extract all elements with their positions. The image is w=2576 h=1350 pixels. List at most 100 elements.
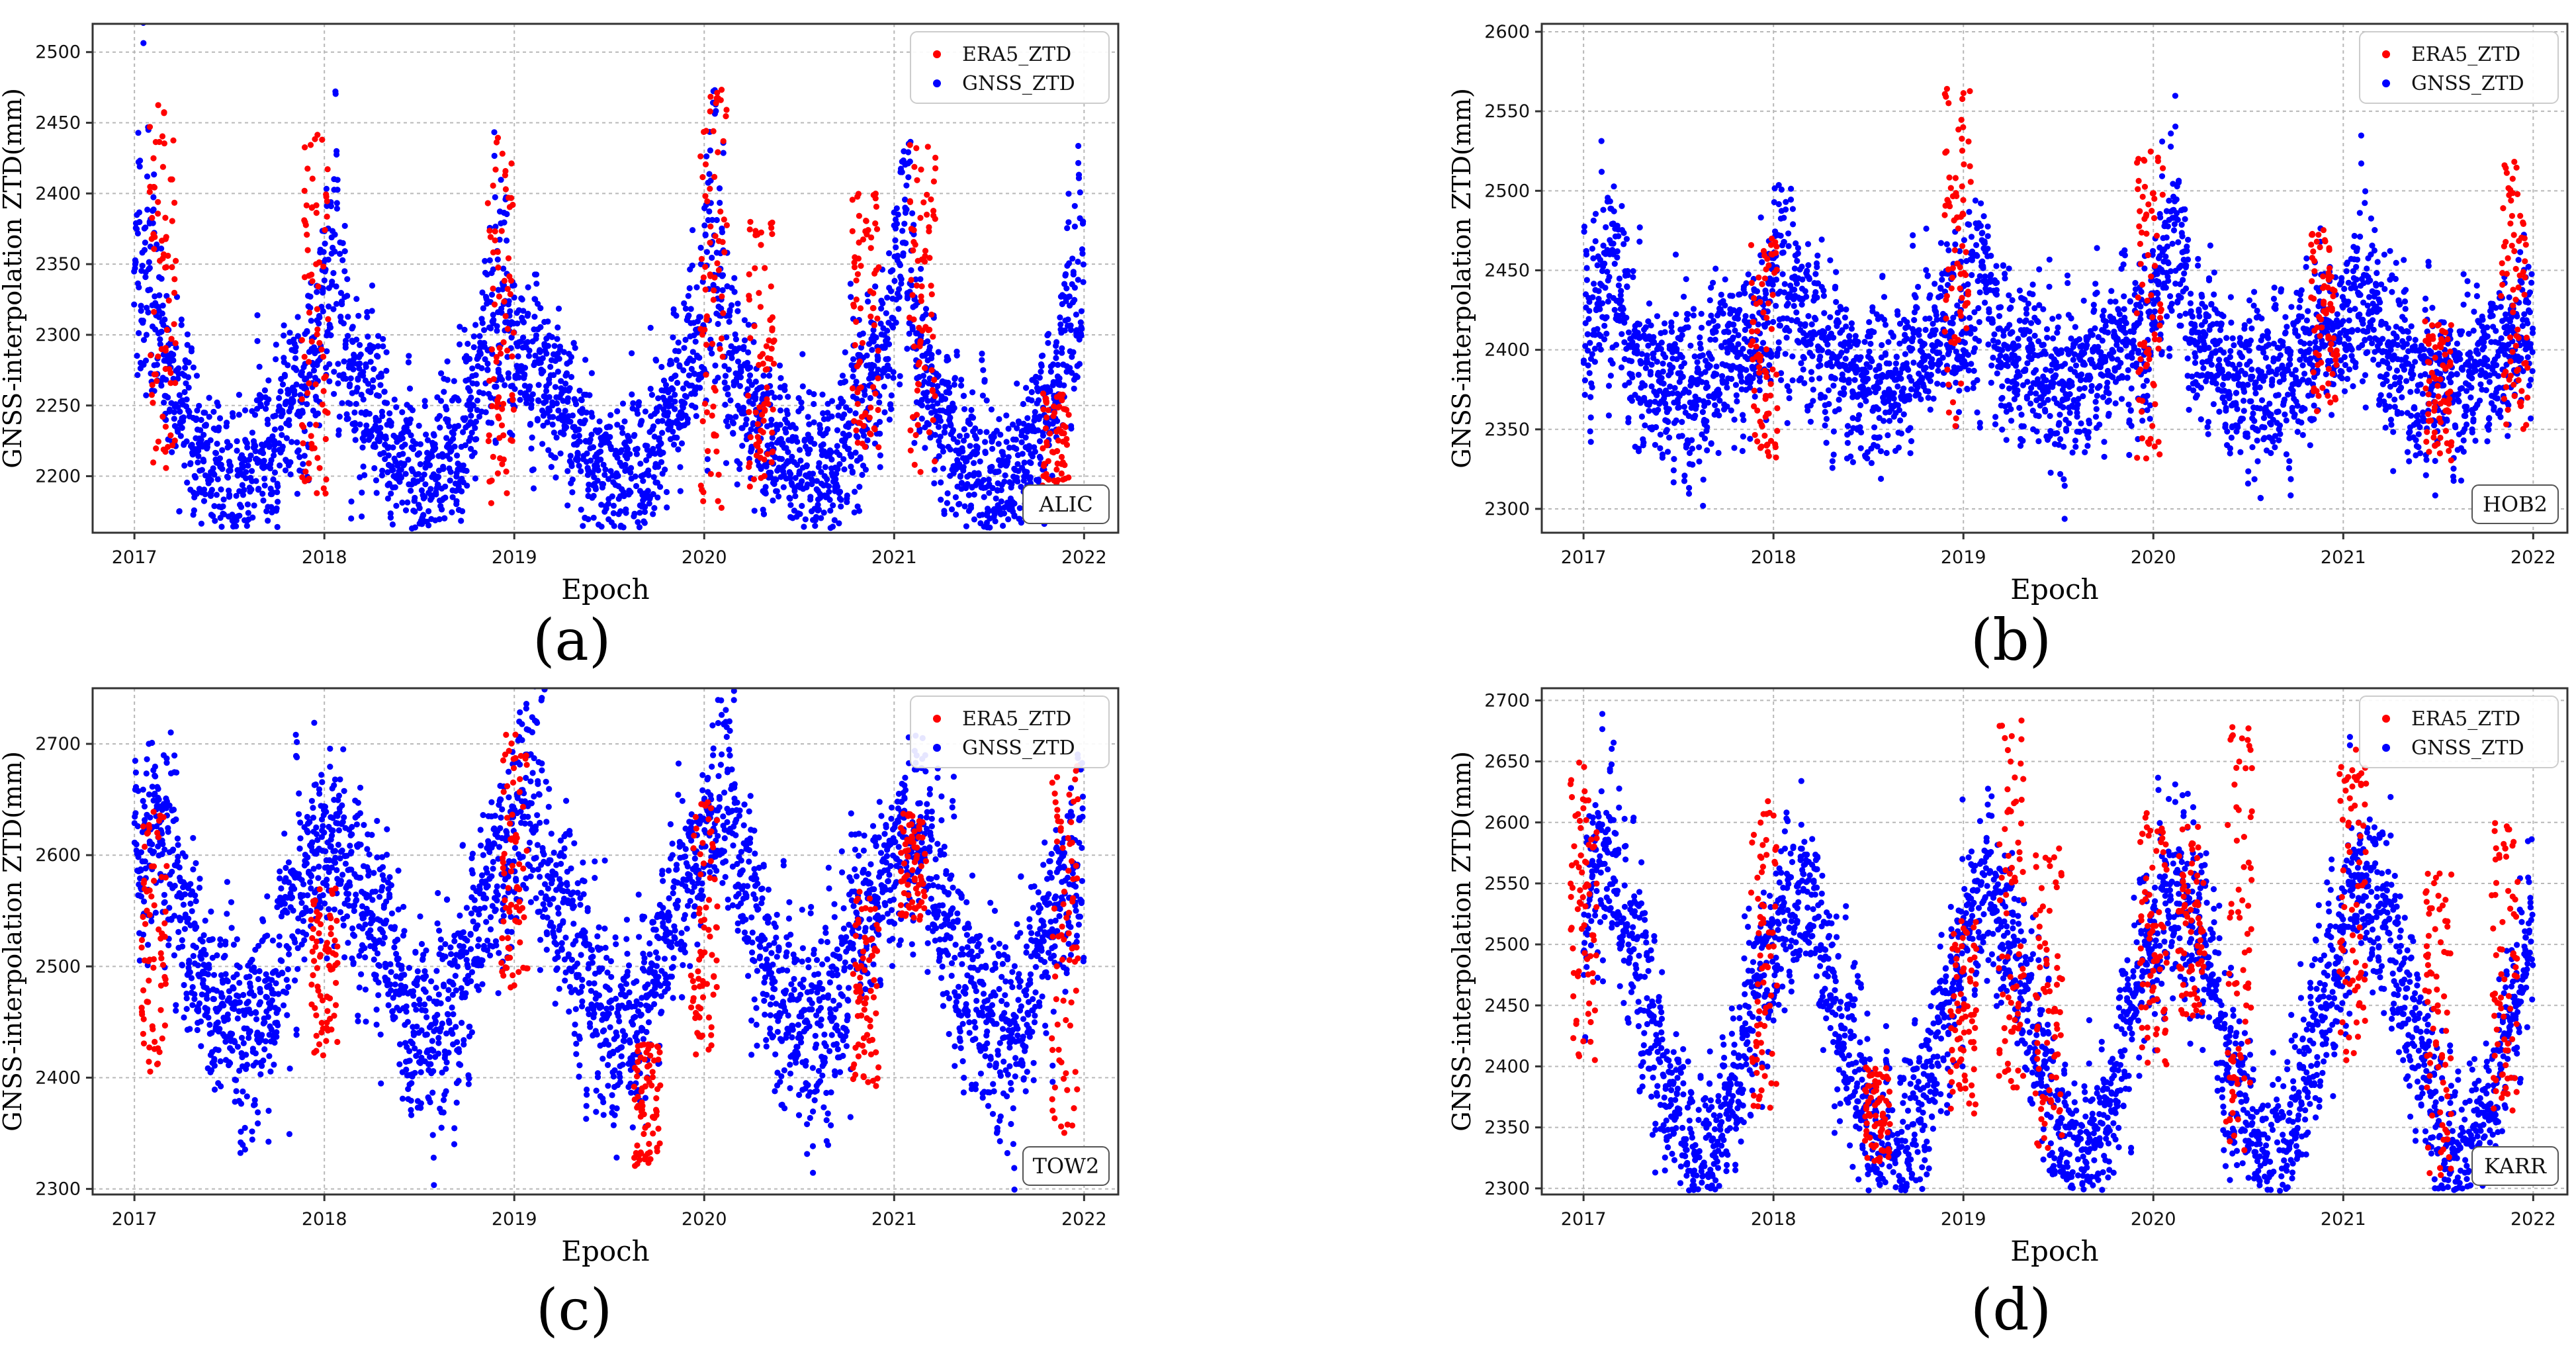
era5-point [501,277,508,284]
gnss-point [282,467,289,474]
gnss-point [974,445,981,452]
gnss-point [307,304,314,311]
era5-point [510,406,517,413]
gnss-point [1668,319,1675,326]
gnss-point [200,486,208,493]
gnss-point [822,464,828,471]
gnss-point [1603,314,1610,320]
era5-point [930,334,936,340]
era5-point [495,264,502,271]
gnss-point [1874,443,1881,450]
gnss-point [1590,255,1597,261]
era5-point [720,138,727,144]
gnss-point [574,449,581,456]
gnss-point [292,355,299,361]
era5-point [761,472,768,480]
gnss-point [1800,355,1807,361]
gnss-point [1001,478,1008,485]
gnss-point [1050,361,1057,368]
gnss-point [357,474,363,480]
gnss-point [181,388,188,396]
gnss-point [307,293,314,300]
gnss-point [549,421,556,428]
gnss-point [141,247,148,253]
gnss-point [1699,409,1706,416]
era5-point [510,396,516,404]
gnss-point [529,434,535,441]
gnss-point [478,365,485,372]
gnss-point [378,408,386,415]
gnss-point [607,433,613,441]
era5-point [707,471,714,477]
gnss-point [459,488,465,495]
gnss-point [634,445,641,452]
era5-point [855,255,862,262]
gnss-point [1589,351,1595,357]
era5-point [155,210,161,217]
gnss-point [957,382,965,389]
gnss-point [1806,275,1812,281]
era5-point [308,433,314,439]
gnss-point [259,490,266,497]
era5-point [758,242,764,248]
gnss-point [731,289,738,295]
gnss-point [498,305,505,312]
gnss-point [1658,375,1665,381]
gnss-point [1605,412,1612,419]
gnss-point [351,409,358,416]
gnss-point [254,338,261,344]
gnss-point [832,476,839,482]
gnss-point [1038,369,1044,375]
gnss-point [333,205,340,212]
gnss-point [1830,334,1837,341]
gnss-point [435,474,442,480]
era5-point [907,447,914,454]
gnss-point [506,298,512,304]
era5-point [709,412,715,419]
gnss-point [380,343,386,350]
gnss-point [578,468,584,474]
gnss-point [431,432,437,439]
gnss-point [563,370,570,377]
gnss-point [806,421,813,428]
gnss-point [269,433,276,440]
gnss-point [488,420,495,426]
gnss-point [1691,353,1698,360]
gnss-point [1019,451,1026,457]
gnss-point [1601,322,1608,329]
era5-point [493,353,500,361]
gnss-point [468,412,474,419]
gnss-point [290,397,296,404]
gnss-point [815,502,821,508]
era5-point [930,208,937,214]
gnss-point [870,327,877,334]
gnss-point [740,404,747,411]
gnss-point [569,476,576,483]
gnss-point [727,306,733,314]
era5-point [508,277,515,284]
gnss-point [328,202,334,210]
gnss-point [245,510,251,516]
gnss-point [902,197,909,203]
gnss-point [1777,322,1784,329]
gnss-point [658,459,665,465]
gnss-point [198,437,204,443]
gnss-point [911,439,918,447]
gnss-point [811,441,818,447]
gnss-point [324,202,330,209]
gnss-point [983,519,991,526]
gnss-point [543,398,549,405]
gnss-point [1648,383,1655,390]
gnss-point [1802,321,1808,328]
era5-point [314,331,320,338]
gnss-point [1836,406,1842,413]
gnss-point [842,349,848,356]
gnss-point [758,384,765,390]
gnss-point [1715,449,1722,457]
gnss-point [981,476,987,483]
gnss-point [980,367,987,373]
gnss-point [862,467,869,473]
era5-point [498,350,504,357]
gnss-point [236,392,242,398]
gnss-point [273,356,279,363]
